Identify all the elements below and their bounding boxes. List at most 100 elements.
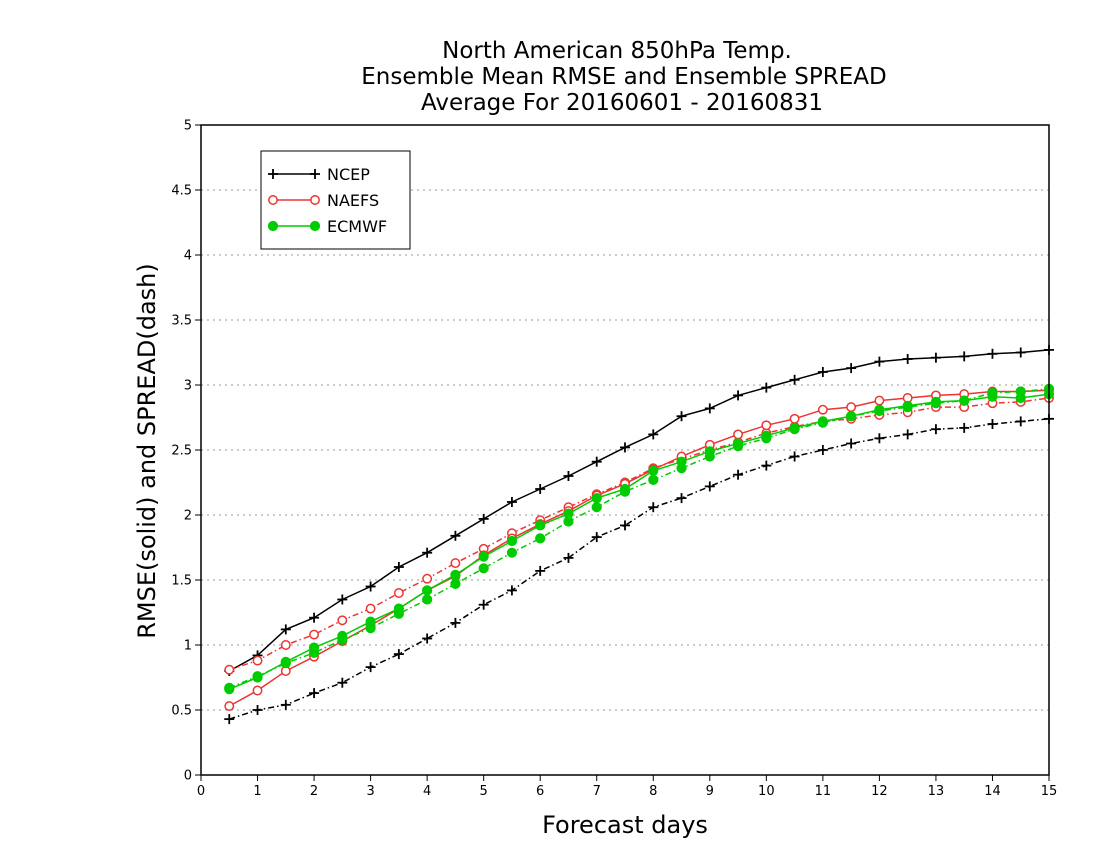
legend-item-ecmwf: ECMWF bbox=[267, 217, 387, 236]
x-tick-label-15: 15 bbox=[1041, 784, 1058, 799]
x-tick-label-7: 7 bbox=[593, 784, 601, 799]
point-naefs-spread-8 bbox=[450, 558, 461, 569]
point-ncep-rmse-17 bbox=[704, 403, 715, 414]
point-ncep-spread-28 bbox=[1015, 416, 1026, 427]
x-tick-label-14: 14 bbox=[984, 784, 1001, 799]
y-tick-label-4-5: 4.5 bbox=[171, 184, 192, 199]
y-tick-label-3: 3 bbox=[184, 379, 192, 394]
legend-marker-naefs-start bbox=[268, 195, 278, 205]
point-ncep-spread-27 bbox=[987, 419, 998, 429]
point-ecmwf-rmse-1 bbox=[252, 672, 263, 683]
point-naefs-spread-3 bbox=[309, 629, 320, 640]
point-ecmwf-spread-13 bbox=[591, 502, 602, 513]
point-ncep-rmse-5 bbox=[365, 581, 376, 592]
point-ncep-rmse-28 bbox=[1015, 347, 1026, 358]
series-naefs-spread-line bbox=[229, 397, 1050, 671]
point-ecmwf-rmse-28 bbox=[1015, 392, 1026, 404]
point-ncep-rmse-18 bbox=[733, 390, 744, 401]
point-ecmwf-rmse-22 bbox=[846, 411, 857, 422]
point-ncep-rmse-3 bbox=[309, 612, 320, 623]
point-naefs-rmse-21 bbox=[817, 404, 828, 415]
point-ncep-rmse-15 bbox=[648, 429, 659, 440]
legend-label-naefs: NAEFS bbox=[327, 191, 379, 210]
point-ncep-spread-11 bbox=[535, 565, 546, 576]
point-ncep-rmse-16 bbox=[676, 411, 687, 422]
point-ecmwf-rmse-3 bbox=[308, 642, 320, 653]
point-ncep-spread-2 bbox=[280, 699, 291, 710]
point-ncep-spread-0 bbox=[224, 714, 235, 725]
point-ecmwf-rmse-17 bbox=[704, 446, 715, 457]
legend-marker-ncep-end bbox=[310, 169, 320, 179]
point-ecmwf-rmse-2 bbox=[280, 656, 291, 668]
point-naefs-rmse-20 bbox=[789, 413, 800, 424]
x-tick-label-12: 12 bbox=[871, 784, 888, 799]
point-ecmwf-rmse-0 bbox=[224, 684, 235, 695]
x-tick-label-5: 5 bbox=[480, 784, 488, 799]
x-tick-label-4: 4 bbox=[423, 784, 431, 799]
point-ncep-rmse-7 bbox=[422, 547, 433, 558]
point-naefs-rmse-19 bbox=[761, 420, 772, 431]
point-ecmwf-rmse-20 bbox=[789, 422, 800, 433]
legend-item-naefs: NAEFS bbox=[268, 191, 379, 210]
point-ncep-spread-1 bbox=[252, 705, 263, 715]
point-ncep-rmse-22 bbox=[846, 363, 857, 374]
point-ecmwf-rmse-5 bbox=[365, 616, 376, 627]
point-ncep-rmse-24 bbox=[902, 354, 913, 364]
point-naefs-rmse-18 bbox=[733, 429, 744, 440]
point-ecmwf-rmse-4 bbox=[337, 630, 348, 642]
point-ecmwf-rmse-21 bbox=[817, 416, 828, 427]
point-naefs-spread-7 bbox=[422, 573, 433, 584]
point-ncep-rmse-27 bbox=[987, 348, 998, 359]
legend-marker-naefs-end bbox=[310, 195, 320, 205]
point-ecmwf-rmse-25 bbox=[930, 396, 942, 407]
chart-title-line-3: Average For 20160601 - 20160831 bbox=[421, 90, 823, 116]
point-naefs-rmse-23 bbox=[874, 395, 885, 406]
point-ncep-spread-7 bbox=[422, 633, 433, 644]
x-tick-label-11: 11 bbox=[815, 784, 832, 799]
point-ncep-rmse-21 bbox=[817, 367, 828, 377]
point-ncep-spread-22 bbox=[846, 438, 857, 449]
point-ncep-spread-3 bbox=[309, 688, 320, 699]
point-ecmwf-spread-9 bbox=[478, 563, 489, 574]
chart-title-line-1: North American 850hPa Temp. bbox=[442, 38, 792, 64]
point-ncep-spread-24 bbox=[902, 429, 913, 440]
x-tick-label-9: 9 bbox=[706, 784, 714, 799]
chart-title-line-2: Ensemble Mean RMSE and Ensemble SPREAD bbox=[361, 64, 886, 90]
point-ncep-rmse-12 bbox=[563, 471, 574, 481]
point-ncep-rmse-25 bbox=[930, 352, 941, 363]
y-axis: 0 0.5 1 1.5 2 2.5 3 3.5 4 4.5 5 bbox=[171, 119, 201, 784]
point-ncep-spread-14 bbox=[620, 520, 630, 531]
point-ncep-spread-6 bbox=[393, 649, 404, 660]
point-ncep-rmse-26 bbox=[959, 351, 970, 362]
point-ncep-spread-19 bbox=[761, 460, 772, 471]
legend-label-ncep: NCEP bbox=[327, 165, 370, 184]
point-ncep-spread-21 bbox=[817, 445, 828, 455]
x-tick-label-3: 3 bbox=[366, 784, 374, 799]
point-ecmwf-rmse-24 bbox=[902, 400, 913, 411]
x-tick-label-1: 1 bbox=[253, 784, 261, 799]
point-naefs-rmse-22 bbox=[846, 402, 857, 413]
series-ncep-rmse-line bbox=[228, 349, 1050, 672]
x-axis-label: Forecast days bbox=[542, 811, 708, 839]
point-ecmwf-rmse-26 bbox=[959, 395, 970, 406]
y-tick-label-2-5: 2.5 bbox=[171, 444, 192, 459]
series-layer bbox=[224, 344, 1055, 725]
point-ecmwf-rmse-13 bbox=[591, 493, 602, 504]
point-ncep-spread-5 bbox=[365, 662, 376, 673]
x-tick-label-2: 2 bbox=[310, 784, 318, 799]
point-ecmwf-rmse-8 bbox=[450, 569, 461, 580]
point-ecmwf-rmse-10 bbox=[506, 535, 518, 547]
y-tick-label-2: 2 bbox=[184, 509, 192, 524]
point-ncep-rmse-11 bbox=[535, 484, 546, 494]
point-ecmwf-spread-8 bbox=[450, 578, 461, 590]
point-naefs-spread-0 bbox=[224, 664, 235, 675]
point-ncep-spread-16 bbox=[676, 493, 687, 504]
x-tick-label-6: 6 bbox=[536, 784, 544, 799]
point-naefs-rmse-0 bbox=[224, 701, 235, 712]
series-naefs-rmse-line bbox=[228, 389, 1050, 707]
point-ncep-spread-17 bbox=[704, 481, 715, 492]
y-tick-label-5: 5 bbox=[184, 119, 192, 134]
point-ncep-spread-13 bbox=[591, 532, 602, 543]
x-tick-label-13: 13 bbox=[928, 784, 945, 799]
point-ncep-spread-8 bbox=[450, 617, 461, 628]
